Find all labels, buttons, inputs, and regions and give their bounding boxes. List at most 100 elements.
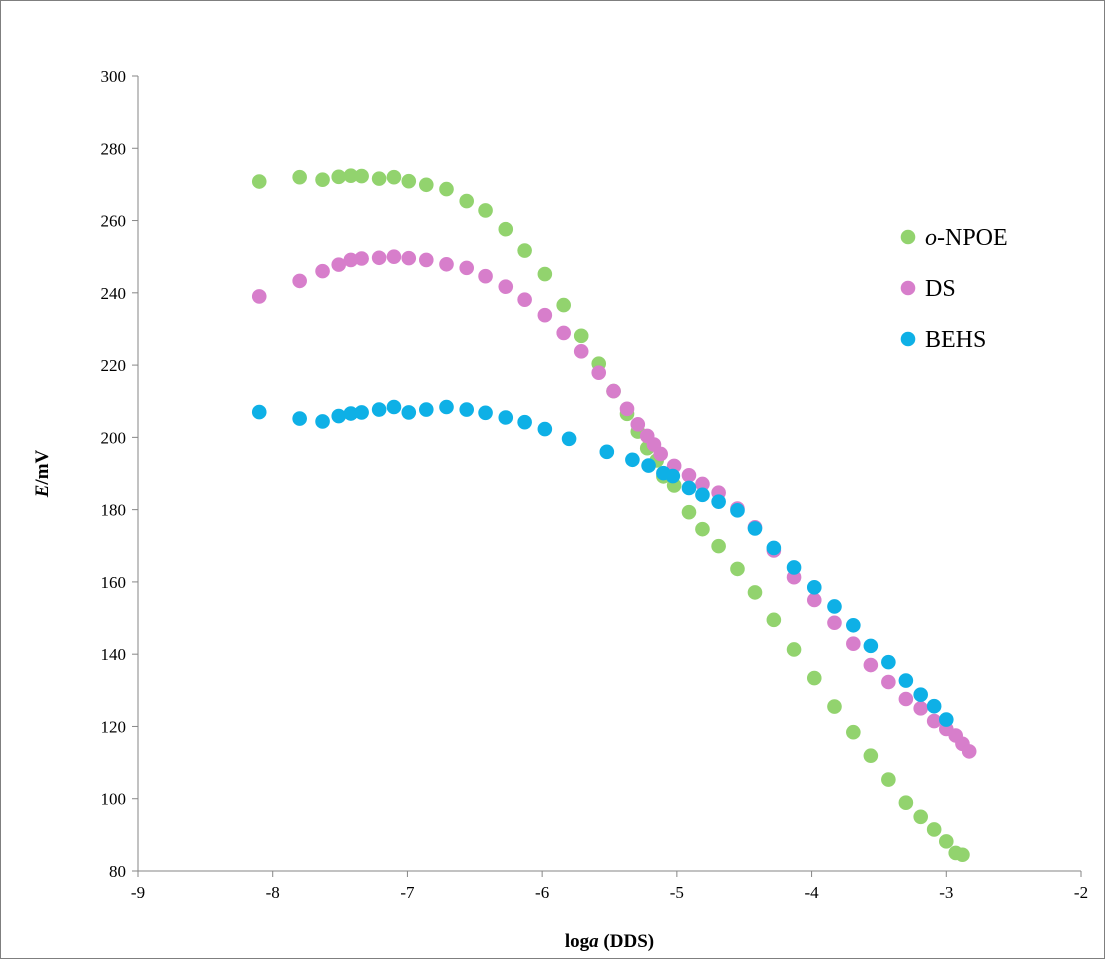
series-behs — [251, 399, 954, 727]
data-point — [766, 612, 782, 628]
data-point — [386, 249, 402, 264]
data-point — [315, 414, 330, 429]
data-point — [371, 402, 387, 417]
data-point — [401, 250, 417, 266]
y-tick-label: 240 — [101, 284, 127, 303]
data-point — [625, 452, 640, 468]
y-tick-label: 200 — [101, 428, 127, 447]
data-point — [439, 181, 454, 197]
x-tick-label: -7 — [400, 883, 415, 902]
data-point — [251, 404, 267, 420]
data-point — [827, 699, 842, 714]
data-point — [418, 177, 434, 193]
legend-marker — [900, 229, 916, 245]
data-point — [478, 268, 493, 284]
data-point — [331, 169, 347, 185]
data-point — [926, 822, 942, 837]
data-point — [881, 654, 896, 670]
data-point — [786, 560, 802, 575]
y-axis-title: E/mV — [32, 449, 53, 498]
y-tick-label: 80 — [109, 862, 126, 881]
data-point — [806, 580, 822, 595]
data-point — [881, 674, 896, 690]
data-point — [292, 273, 307, 289]
y-tick-label: 260 — [101, 212, 127, 231]
data-point — [827, 615, 842, 631]
legend-item: o-NPOE — [900, 225, 1008, 251]
x-axis-title: loga (DDS) — [565, 931, 654, 952]
legend-label: DS — [925, 276, 956, 302]
data-point — [766, 540, 782, 556]
data-point — [251, 289, 267, 304]
data-point — [599, 444, 615, 460]
data-point — [747, 585, 763, 600]
data-point — [386, 169, 402, 185]
x-tick-label: -8 — [266, 883, 280, 902]
data-point — [251, 174, 267, 189]
data-point — [695, 487, 710, 503]
y-tick-label: 180 — [101, 501, 127, 520]
data-point — [439, 399, 454, 415]
data-point — [537, 266, 553, 282]
data-point — [641, 458, 656, 473]
data-point — [695, 521, 710, 537]
data-point — [730, 503, 745, 518]
x-tick-label: -5 — [670, 883, 684, 902]
data-point — [913, 687, 928, 702]
data-point — [401, 173, 417, 189]
data-point — [730, 561, 745, 577]
data-point — [292, 169, 307, 185]
data-point — [331, 257, 347, 272]
data-point — [591, 365, 607, 380]
data-point — [459, 193, 475, 209]
data-point — [827, 599, 842, 614]
data-point — [331, 408, 347, 424]
data-point — [498, 410, 514, 425]
data-point — [955, 847, 970, 863]
data-point — [354, 251, 369, 266]
y-tick-label: 100 — [101, 790, 127, 809]
axes: 80 100 120 140 160 180 200 220 240 260 280 300 -9 -8 -… — [32, 67, 1088, 952]
x-tick-label: -4 — [804, 883, 819, 902]
legend-label: o-NPOE — [925, 225, 1008, 251]
data-point — [898, 795, 914, 811]
data-point — [556, 297, 571, 313]
data-point — [498, 221, 514, 237]
data-point — [681, 504, 697, 520]
data-point — [606, 383, 621, 399]
data-point — [619, 401, 635, 417]
data-point — [439, 256, 454, 272]
data-point — [478, 405, 493, 421]
data-point — [747, 521, 763, 536]
data-point — [517, 243, 532, 258]
data-point — [343, 406, 359, 421]
x-tick-label: -3 — [939, 883, 953, 902]
data-point — [846, 617, 861, 633]
data-point — [846, 724, 861, 740]
y-tick-label: 120 — [101, 717, 127, 736]
data-point — [711, 494, 726, 509]
data-point — [665, 468, 681, 484]
data-point — [418, 402, 434, 417]
data-point — [459, 260, 475, 276]
data-point — [371, 250, 387, 266]
data-point — [343, 168, 359, 184]
legend-item: DS — [900, 276, 956, 302]
data-point — [961, 744, 977, 759]
series-o-npoe — [251, 168, 970, 863]
data-point — [806, 592, 822, 608]
data-point — [926, 713, 942, 729]
data-point — [517, 292, 532, 307]
data-point — [371, 171, 387, 186]
data-point — [573, 344, 589, 359]
legend: o-NPOE DS BEHS — [900, 225, 1008, 353]
legend-marker — [900, 280, 916, 296]
data-point — [938, 712, 954, 727]
data-point — [695, 476, 710, 492]
data-point — [863, 748, 879, 764]
data-point — [806, 670, 822, 686]
data-point — [711, 538, 726, 554]
data-point — [786, 642, 802, 657]
data-point — [681, 480, 697, 496]
